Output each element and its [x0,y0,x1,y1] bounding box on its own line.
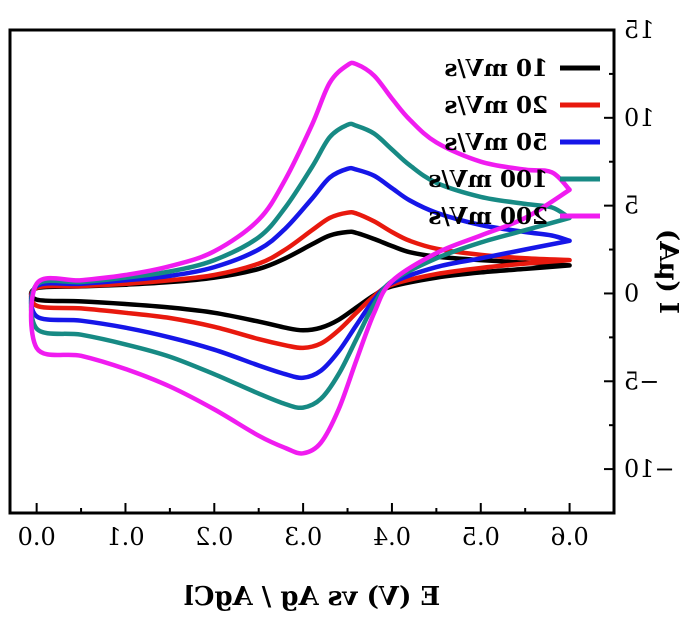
legend-label: 100 mV/s [428,166,548,193]
y-ticks: 15 10 5 0 −5 −10 [604,16,675,514]
legend: 10 mV/s 20 mV/s 50 mV/s 100 mV/s 200 mV/s [428,55,600,230]
x-tick-label: 0.2 [195,523,233,551]
series-line-2 [28,165,572,381]
x-tick-label: 0.5 [462,523,500,551]
y-tick-label: −5 [624,367,659,395]
x-tick-label: 0.4 [373,523,411,551]
legend-label: 200 mV/s [428,203,548,230]
x-tick-label: 0.1 [106,523,144,551]
y-tick-label: 5 [624,192,639,220]
series-group [28,60,572,456]
plot-frame [8,28,616,515]
x-tick-label: 0.6 [551,523,589,551]
legend-label: 20 mV/s [444,92,548,119]
y-tick-label: 0 [624,279,639,307]
x-tick-label: 0.0 [18,523,56,551]
y-tick-label: −10 [624,455,675,483]
x-ticks: 0.6 0.5 0.4 0.3 0.2 0.1 0.0 [18,503,589,551]
x-axis-title: E (V) vs Ag / AgCl [184,582,440,612]
legend-label: 50 mV/s [444,129,548,156]
y-tick-label: 10 [624,104,655,132]
y-axis-title: I (μA) [653,229,683,314]
legend-label: 10 mV/s [444,55,548,82]
y-tick-label: 15 [624,16,655,44]
series-line-3 [28,121,572,411]
series-line-4 [28,60,572,456]
x-tick-label: 0.3 [284,523,322,551]
